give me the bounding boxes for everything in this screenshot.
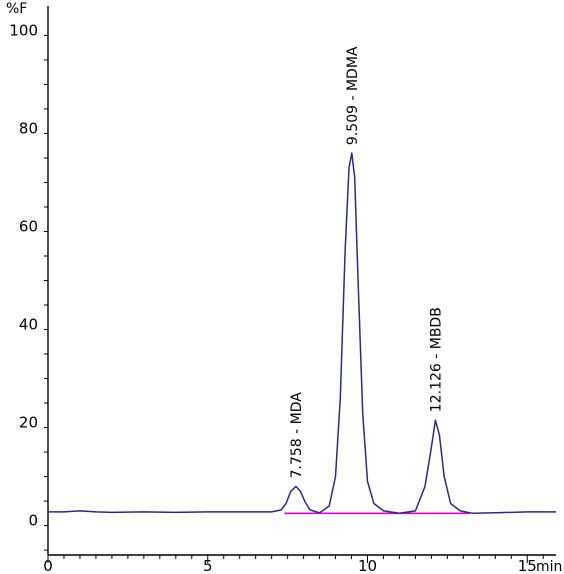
y-tick-label: 60 xyxy=(19,218,38,236)
x-tick-label: 5 xyxy=(203,557,213,574)
y-tick-label: 100 xyxy=(9,22,38,40)
y-tick-label: 80 xyxy=(19,120,38,138)
peak-label: 7.758 - MDA xyxy=(289,392,305,479)
series-group xyxy=(48,152,556,515)
peak-label: 12.126 - MBDB xyxy=(428,307,444,412)
peak-label: 9.509 - MDMA xyxy=(345,46,361,145)
x-tick-label: 10 xyxy=(358,557,377,574)
y-axis-unit: %F xyxy=(6,1,27,17)
signal-trace xyxy=(48,152,556,515)
y-tick-label: 40 xyxy=(19,316,38,334)
x-tick-label: 15 xyxy=(518,557,537,574)
y-tick-label: 0 xyxy=(28,512,38,530)
x-tick-label: 0 xyxy=(43,557,53,574)
x-axis-unit: min xyxy=(536,559,562,574)
y-tick-label: 20 xyxy=(19,414,38,432)
peak-labels: 7.758 - MDA 9.509 - MDMA 12.126 - MBDB xyxy=(289,46,445,478)
axis-ticks: 0 20 40 60 80 100 0 5 10 15 xyxy=(9,22,544,574)
